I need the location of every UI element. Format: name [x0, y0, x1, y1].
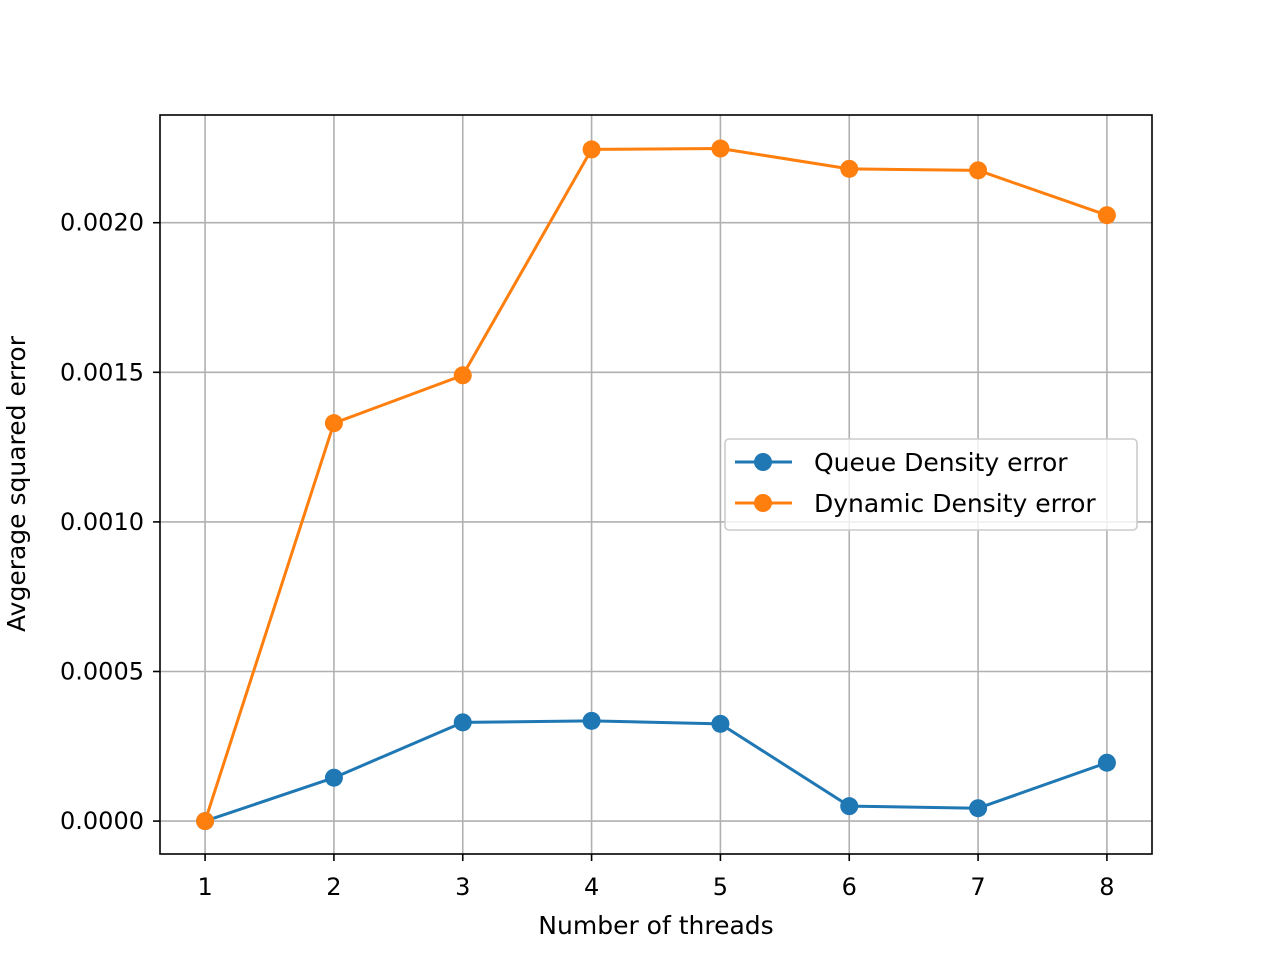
x-tick-label: 7	[970, 873, 985, 901]
series	[196, 139, 1116, 831]
legend-marker	[754, 453, 772, 471]
y-tick-label: 0.0005	[60, 657, 144, 685]
y-axis-label: Avgerage squared error	[2, 335, 31, 632]
legend-label: Queue Density error	[814, 448, 1068, 477]
series-layer	[196, 139, 1116, 831]
legend: Queue Density error Dynamic Density error	[724, 438, 1138, 531]
x-tick-label: 2	[326, 873, 341, 901]
y-tick-label: 0.0020	[60, 209, 144, 237]
y-tick-label: 0.0015	[60, 358, 144, 386]
x-tick-label: 4	[584, 873, 599, 901]
legend-box	[724, 438, 1138, 531]
x-axis: 1 2 3 4 5 6 7 8	[197, 854, 1115, 901]
data-point	[324, 414, 343, 433]
data-point	[1097, 206, 1116, 225]
data-point	[196, 812, 215, 831]
data-point	[969, 161, 988, 180]
data-point	[453, 713, 472, 732]
data-point	[969, 799, 988, 818]
x-tick-label: 5	[713, 873, 728, 901]
data-point	[324, 768, 343, 787]
legend-item: Queue Density error	[735, 448, 1068, 477]
data-point	[840, 159, 859, 178]
data-point	[711, 714, 730, 733]
data-point	[840, 797, 859, 816]
x-tick-label: 1	[197, 873, 212, 901]
x-tick-label: 6	[842, 873, 857, 901]
y-axis: 0.0000 0.0005 0.0010 0.0015 0.0020	[60, 209, 160, 835]
data-point	[453, 366, 472, 385]
legend-item: Dynamic Density error	[735, 489, 1096, 518]
x-tick-label: 3	[455, 873, 470, 901]
series-line	[203, 719, 1109, 823]
data-point	[1097, 753, 1116, 772]
series-line	[203, 147, 1109, 823]
x-axis-label: Number of threads	[538, 911, 773, 940]
legend-marker	[754, 494, 772, 512]
y-tick-label: 0.0010	[60, 508, 144, 536]
data-point	[582, 140, 601, 159]
legend-label: Dynamic Density error	[814, 489, 1096, 518]
x-tick-label: 8	[1099, 873, 1114, 901]
y-tick-label: 0.0000	[60, 807, 144, 835]
data-point	[582, 711, 601, 730]
data-point	[711, 139, 730, 158]
plot-frame	[159, 114, 1153, 855]
